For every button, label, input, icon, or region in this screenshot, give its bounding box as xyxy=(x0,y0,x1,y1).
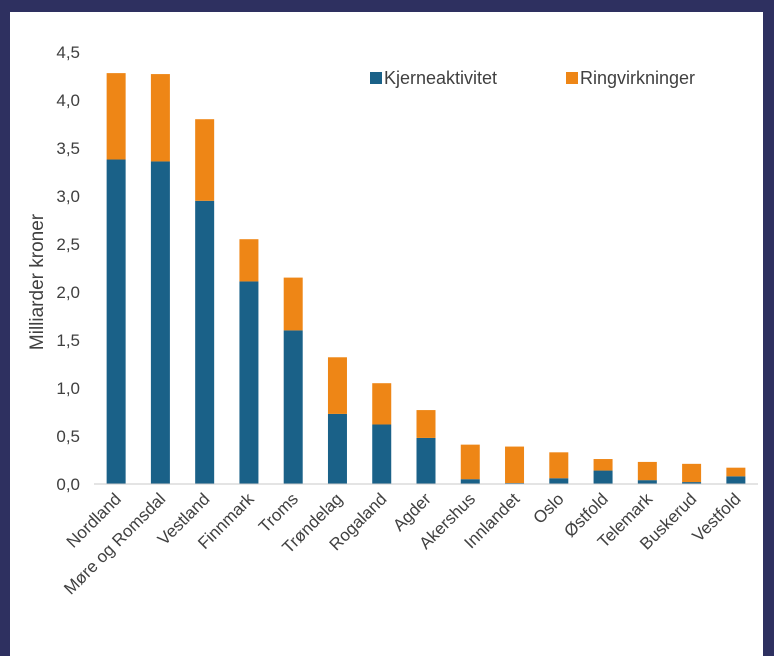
bar-kjerneaktivitet xyxy=(682,482,702,484)
y-tick-label: 1,5 xyxy=(56,331,80,350)
bar-ringvirkninger xyxy=(682,463,702,483)
y-tick-label: 4,5 xyxy=(56,43,80,62)
legend-swatch xyxy=(370,72,382,84)
chart-panel: 0,0 0,5 1,0 1,5 2,0 2,5 3,0 3,5 4,0 4,5 Nordland M… xyxy=(10,12,763,656)
y-tick-label: 0,5 xyxy=(56,427,80,446)
y-tick-label: 4,0 xyxy=(56,91,80,110)
x-category-label: Vestfold xyxy=(688,489,744,545)
bar-ringvirkninger xyxy=(150,74,170,162)
bar-ringvirkninger xyxy=(505,446,525,484)
bar-ringvirkninger xyxy=(239,239,259,282)
legend-label: Kjerneaktivitet xyxy=(384,68,497,88)
y-tick-label: 3,0 xyxy=(56,187,80,206)
bar-kjerneaktivitet xyxy=(327,413,347,484)
y-tick-label: 3,5 xyxy=(56,139,80,158)
bar-kjerneaktivitet xyxy=(593,470,613,484)
legend: Kjerneaktivitet Ringvirkninger xyxy=(370,68,695,88)
bar-kjerneaktivitet xyxy=(283,330,303,484)
bar-kjerneaktivitet xyxy=(150,161,170,484)
bar-ringvirkninger xyxy=(372,383,392,425)
bar-ringvirkninger xyxy=(637,461,657,481)
bar-ringvirkninger xyxy=(460,444,480,480)
y-tick-label: 0,0 xyxy=(56,475,80,494)
bar-ringvirkninger xyxy=(416,410,436,438)
y-axis-title: Milliarder kroner xyxy=(27,213,48,350)
bar-kjerneaktivitet xyxy=(637,480,657,484)
legend-swatch xyxy=(566,72,578,84)
bar-kjerneaktivitet xyxy=(372,424,392,484)
legend-label: Ringvirkninger xyxy=(580,68,695,88)
bar-ringvirkninger xyxy=(106,73,126,160)
x-category-label: Oslo xyxy=(529,489,567,527)
bar-kjerneaktivitet xyxy=(460,479,480,484)
bar-kjerneaktivitet xyxy=(239,281,259,484)
bar-kjerneaktivitet xyxy=(549,478,569,484)
bar-ringvirkninger xyxy=(549,452,569,479)
bar-kjerneaktivitet xyxy=(195,200,215,485)
stacked-bar-chart: 0,00,51,01,52,02,53,03,54,04,5 NordlandM… xyxy=(27,43,758,598)
bar-ringvirkninger xyxy=(593,459,613,471)
bar-kjerneaktivitet xyxy=(416,437,436,484)
bar-ringvirkninger xyxy=(283,277,303,331)
y-tick-label: 1,0 xyxy=(56,379,80,398)
bar-kjerneaktivitet xyxy=(106,159,126,484)
y-tick-label: 2,0 xyxy=(56,283,80,302)
y-tick-label: 2,5 xyxy=(56,235,80,254)
bar-ringvirkninger xyxy=(195,119,215,201)
bar-kjerneaktivitet xyxy=(726,476,746,484)
bar-ringvirkninger xyxy=(726,467,746,477)
bar-ringvirkninger xyxy=(327,357,347,414)
